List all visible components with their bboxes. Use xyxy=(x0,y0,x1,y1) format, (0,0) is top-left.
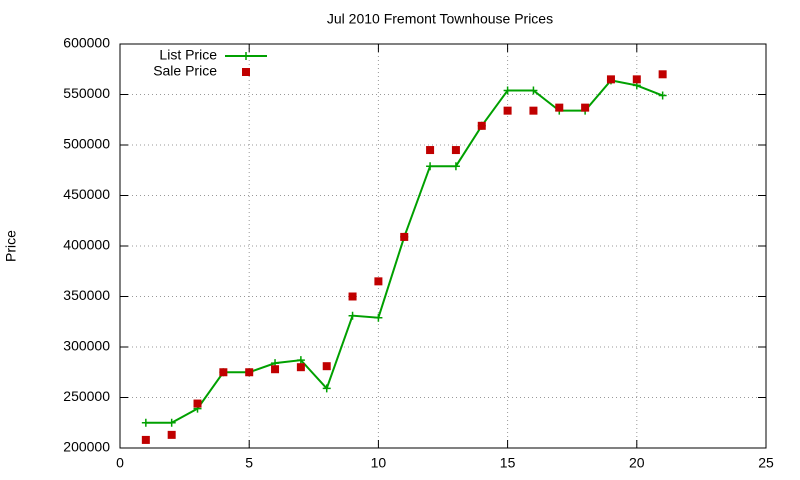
data-point xyxy=(426,162,435,171)
data-point xyxy=(581,103,590,112)
data-point xyxy=(451,146,460,155)
data-point xyxy=(503,86,512,95)
y-tick-label: 350000 xyxy=(63,287,110,303)
data-point xyxy=(426,146,435,155)
x-tick-label: 10 xyxy=(371,455,387,471)
x-tick-label: 5 xyxy=(245,455,253,471)
y-tick-label: 200000 xyxy=(63,439,110,455)
data-point xyxy=(658,91,667,100)
data-point xyxy=(529,86,538,95)
x-tick-label: 25 xyxy=(758,455,774,471)
y-tick-label: 450000 xyxy=(63,186,110,202)
data-point xyxy=(141,435,150,444)
y-tick-label: 400000 xyxy=(63,237,110,253)
data-point xyxy=(193,399,202,408)
data-point xyxy=(555,103,564,112)
data-point xyxy=(167,430,176,439)
data-point xyxy=(606,75,615,84)
data-point xyxy=(271,365,280,374)
data-point xyxy=(400,232,409,241)
y-tick-label: 500000 xyxy=(63,136,110,152)
data-point xyxy=(322,362,331,371)
data-point xyxy=(348,292,357,301)
legend-label: List Price xyxy=(159,47,217,63)
data-point xyxy=(219,368,228,377)
y-tick-label: 300000 xyxy=(63,338,110,354)
x-tick-label: 0 xyxy=(116,455,124,471)
plot-border xyxy=(119,43,767,449)
chart-title: Jul 2010 Fremont Townhouse Prices xyxy=(327,11,553,27)
data-point xyxy=(529,106,538,115)
data-point xyxy=(348,311,357,320)
data-point xyxy=(503,106,512,115)
y-tick-label: 250000 xyxy=(63,388,110,404)
legend-marker xyxy=(242,68,250,76)
data-point xyxy=(374,313,383,322)
data-point xyxy=(167,418,176,427)
data-point xyxy=(374,277,383,286)
data-point xyxy=(245,368,254,377)
y-tick-label: 550000 xyxy=(63,85,110,101)
legend-label: Sale Price xyxy=(153,63,217,79)
y-axis-label: Price xyxy=(3,230,19,262)
x-tick-label: 15 xyxy=(500,455,516,471)
x-tick-label: 20 xyxy=(629,455,645,471)
data-point xyxy=(477,121,486,130)
y-tick-label: 600000 xyxy=(63,35,110,51)
data-point xyxy=(451,162,460,171)
data-point xyxy=(296,363,305,372)
data-point xyxy=(658,70,667,79)
data-point xyxy=(141,418,150,427)
data-point xyxy=(322,384,331,393)
data-point xyxy=(296,356,305,365)
data-point xyxy=(632,75,641,84)
legend-marker xyxy=(242,52,250,60)
